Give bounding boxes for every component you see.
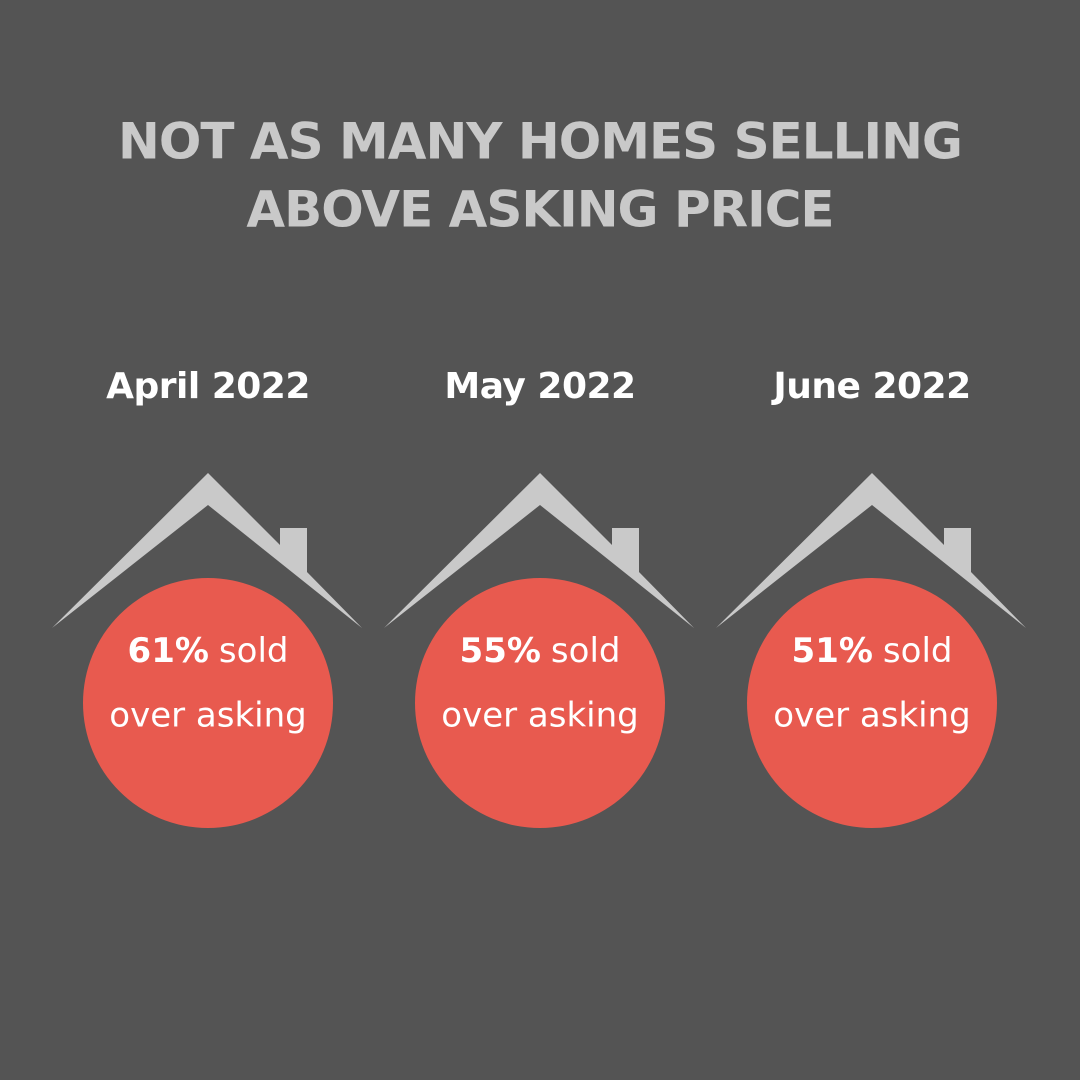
month-label: April 2022: [106, 366, 310, 407]
month-label: May 2022: [444, 366, 635, 407]
stat-text: sold: [219, 631, 289, 671]
title-line: ABOVE ASKING PRICE: [246, 181, 833, 239]
roof: [716, 473, 1026, 628]
stat-text: over asking: [441, 696, 638, 736]
stat-text: sold: [883, 631, 953, 671]
month-label: June 2022: [770, 366, 970, 407]
stat-value: 61%: [128, 631, 209, 671]
badge: [747, 578, 997, 828]
stat-line: 55% sold: [460, 631, 621, 671]
title-line: NOT AS MANY HOMES SELLING: [118, 113, 962, 171]
house-item: June 2022 51% sold over asking: [716, 366, 1026, 828]
stat-value: 51%: [792, 631, 873, 671]
house-item: May 2022 55% sold over asking: [384, 366, 694, 828]
roof: [384, 473, 694, 628]
stat-value: 55%: [460, 631, 541, 671]
stat-text: over asking: [773, 696, 970, 736]
stat-text: over asking: [109, 696, 306, 736]
roof: [52, 473, 362, 628]
stat-text: sold: [551, 631, 621, 671]
house-item: April 2022 61% sold over asking: [52, 366, 362, 828]
badge: [83, 578, 333, 828]
badge: [415, 578, 665, 828]
stat-line: 51% sold: [792, 631, 953, 671]
stat-line: 61% sold: [128, 631, 289, 671]
